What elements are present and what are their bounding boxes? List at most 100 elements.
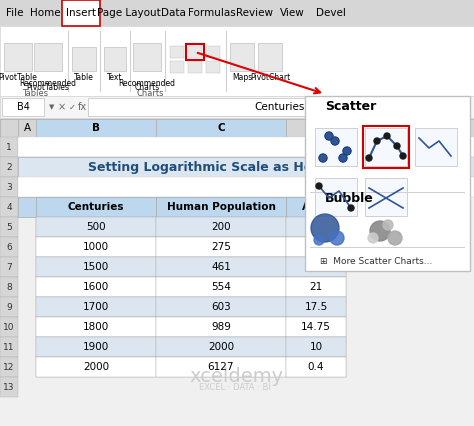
Text: 8: 8 [6,282,12,291]
Text: Scatter: Scatter [325,100,376,112]
FancyBboxPatch shape [2,98,44,116]
FancyBboxPatch shape [36,317,156,337]
Circle shape [331,137,339,145]
Text: D: D [312,123,320,133]
Text: 989: 989 [211,322,231,332]
Circle shape [374,138,380,144]
Text: Maps: Maps [232,74,252,83]
FancyBboxPatch shape [315,128,357,166]
FancyBboxPatch shape [286,217,346,237]
FancyBboxPatch shape [170,46,184,58]
Text: Tables: Tables [22,89,48,98]
Text: xceldemy: xceldemy [190,366,284,386]
Text: Afric: Afric [302,202,330,212]
FancyBboxPatch shape [156,297,286,317]
Circle shape [384,133,390,139]
Text: Devel: Devel [316,8,346,18]
Circle shape [314,235,324,245]
FancyBboxPatch shape [72,47,96,71]
FancyBboxPatch shape [156,197,286,217]
FancyBboxPatch shape [286,337,346,357]
FancyBboxPatch shape [4,43,32,71]
Text: 461: 461 [211,262,231,272]
Text: 1000: 1000 [83,242,109,252]
Text: 200: 200 [211,222,231,232]
FancyBboxPatch shape [36,337,156,357]
FancyBboxPatch shape [0,119,474,137]
FancyBboxPatch shape [315,178,357,216]
Circle shape [394,143,400,149]
Text: Human Population: Human Population [166,202,275,212]
FancyBboxPatch shape [0,317,18,337]
Text: 0.4: 0.4 [308,362,324,372]
FancyBboxPatch shape [0,237,18,257]
FancyBboxPatch shape [36,357,156,377]
FancyBboxPatch shape [36,277,156,297]
Text: 3: 3 [6,182,12,192]
Text: Review: Review [237,8,273,18]
FancyBboxPatch shape [36,217,346,237]
Text: File: File [6,8,24,18]
FancyBboxPatch shape [0,297,18,317]
FancyBboxPatch shape [0,96,474,118]
Text: fx: fx [77,102,87,112]
FancyBboxPatch shape [36,217,156,237]
FancyBboxPatch shape [36,317,346,337]
Text: 10: 10 [310,342,323,352]
Circle shape [348,205,354,211]
FancyBboxPatch shape [188,61,202,73]
Circle shape [325,132,333,140]
FancyBboxPatch shape [310,192,465,193]
Text: PivotTable: PivotTable [0,74,37,83]
FancyBboxPatch shape [286,197,346,217]
FancyBboxPatch shape [36,277,346,297]
FancyBboxPatch shape [156,119,286,137]
Circle shape [370,221,390,241]
Text: 500: 500 [86,222,106,232]
FancyBboxPatch shape [286,119,346,137]
Text: Recommended: Recommended [118,78,175,87]
Text: C: C [217,123,225,133]
Circle shape [383,220,393,230]
Text: 554: 554 [211,282,231,292]
Text: ▼: ▼ [49,104,55,110]
FancyBboxPatch shape [206,46,220,58]
FancyBboxPatch shape [0,26,474,96]
Text: 17.5: 17.5 [304,302,328,312]
Circle shape [400,153,406,159]
FancyBboxPatch shape [156,337,286,357]
FancyBboxPatch shape [0,377,18,397]
Circle shape [311,214,339,242]
Circle shape [316,183,322,189]
FancyBboxPatch shape [0,119,18,137]
Text: 13: 13 [3,383,15,391]
FancyBboxPatch shape [36,257,156,277]
FancyBboxPatch shape [286,357,346,377]
Text: 7: 7 [6,262,12,271]
Text: 1800: 1800 [83,322,109,332]
Text: Text: Text [107,74,123,83]
FancyBboxPatch shape [18,177,474,197]
FancyBboxPatch shape [310,247,465,248]
Text: 603: 603 [211,302,231,312]
FancyBboxPatch shape [170,61,184,73]
Text: 2000: 2000 [83,362,109,372]
FancyBboxPatch shape [133,43,161,71]
FancyBboxPatch shape [0,337,18,357]
FancyBboxPatch shape [286,297,346,317]
FancyBboxPatch shape [36,237,156,257]
FancyBboxPatch shape [34,43,62,71]
Circle shape [339,154,347,162]
FancyBboxPatch shape [18,157,474,177]
Text: 1500: 1500 [83,262,109,272]
FancyBboxPatch shape [0,0,474,96]
FancyBboxPatch shape [286,237,346,257]
Text: B: B [92,123,100,133]
FancyBboxPatch shape [18,119,36,137]
FancyBboxPatch shape [0,177,18,197]
FancyBboxPatch shape [0,157,18,177]
FancyBboxPatch shape [36,119,156,137]
FancyBboxPatch shape [62,0,100,26]
Circle shape [343,147,351,155]
Text: Page Layout: Page Layout [97,8,161,18]
